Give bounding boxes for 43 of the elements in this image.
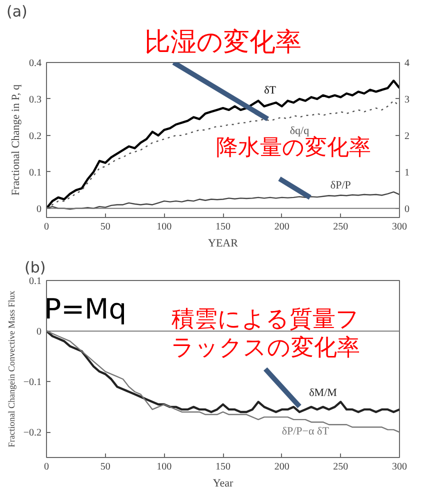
y-tick-label: 0.1: [29, 276, 42, 287]
annotation: 積雲による質量フラックスの変化率: [170, 306, 360, 361]
y-axis-title: Fractional Change in P, q: [10, 84, 22, 196]
y-tick-label: 0.1: [29, 167, 42, 178]
annotation: 比湿の変化率: [144, 28, 302, 58]
x-tick-label: 150: [216, 222, 230, 232]
series-label: δT: [264, 84, 276, 96]
y2-tick-label: 2: [404, 130, 410, 142]
y2-tick-label: 1: [404, 167, 410, 178]
x-tick-label: 200: [274, 222, 290, 232]
x-tick-label: 100: [156, 222, 172, 232]
y2-tick-label: 3: [404, 94, 410, 106]
annotation: P=Mq: [44, 292, 126, 326]
x-tick-label: 0: [44, 222, 49, 232]
x-tick-label: 300: [392, 462, 407, 472]
x-tick-label: 150: [216, 462, 230, 472]
chart-title: (a): [6, 2, 28, 20]
y-tick-label: 0.4: [29, 58, 42, 69]
x-axis-title: Year: [212, 478, 234, 490]
x-tick-label: 250: [333, 462, 348, 472]
y-tick-label: −0.2: [23, 428, 42, 439]
x-axis-title: YEAR: [208, 238, 239, 250]
x-tick-label: 300: [392, 222, 407, 232]
x-tick-label: 100: [156, 462, 172, 472]
y-tick-label: −0.1: [23, 377, 42, 388]
annotation: 降水量の変化率: [216, 135, 372, 160]
y2-tick-label: 0: [404, 204, 410, 215]
y-tick-label: 0.2: [29, 130, 42, 142]
y2-tick-label: 4: [404, 58, 410, 69]
y-tick-label: 0: [36, 204, 42, 215]
series-label: δM/M: [309, 386, 338, 399]
y-tick-label: 0: [36, 326, 42, 338]
x-tick-label: 50: [100, 222, 110, 232]
x-tick-label: 50: [100, 462, 110, 472]
x-tick-label: 250: [333, 222, 348, 232]
y-axis-title: Fractional Changein Convective Mass Flux: [6, 290, 16, 448]
y-tick-label: 0.3: [29, 94, 42, 106]
chart-title: (b): [24, 258, 46, 276]
series-label: δq/q: [290, 125, 310, 138]
series-label: δP/P: [330, 179, 351, 192]
series-label: δP/P−α δT: [282, 426, 330, 438]
x-tick-label: 0: [44, 462, 49, 472]
x-tick-label: 200: [274, 462, 290, 472]
